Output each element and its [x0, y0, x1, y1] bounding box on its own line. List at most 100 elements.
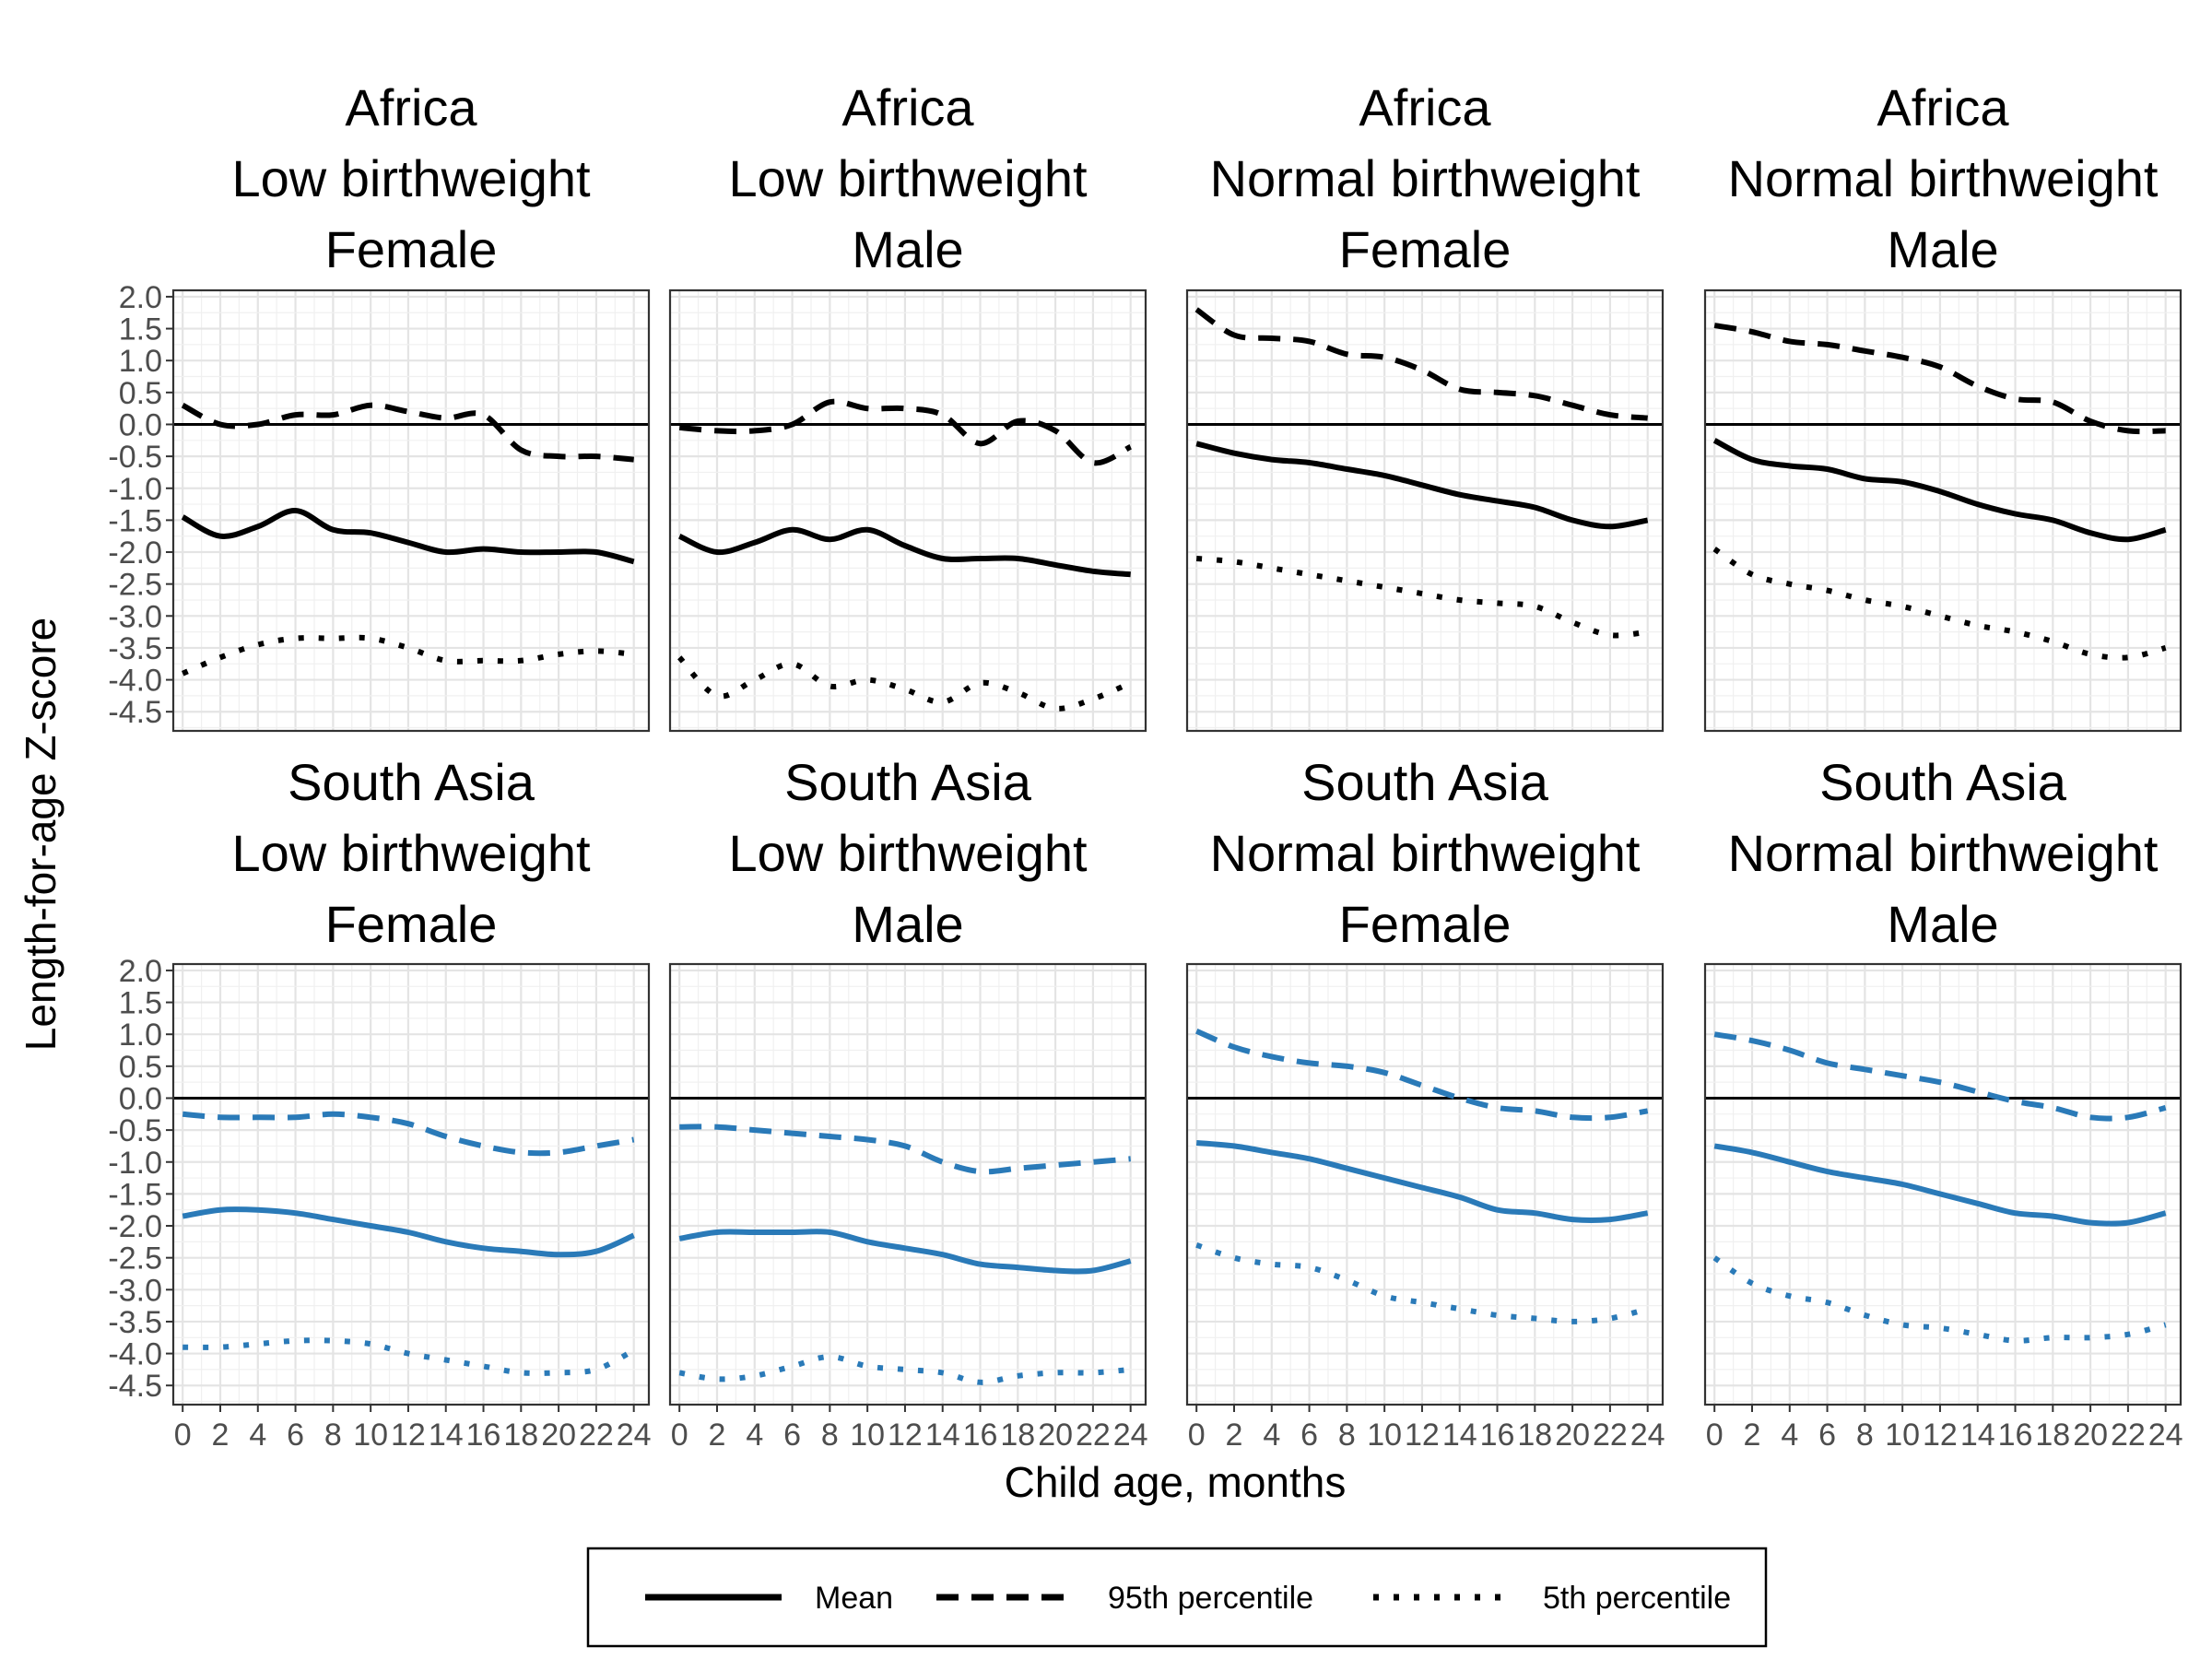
- panel-grid: [173, 964, 649, 1405]
- y-tick-label: -2.5: [108, 1241, 162, 1277]
- x-tick-label: 0: [1706, 1418, 1724, 1453]
- panel-title-line-3: Male: [1887, 895, 1998, 953]
- panel-border: [668, 962, 1147, 1406]
- y-tick-label: -1.0: [108, 472, 162, 507]
- mean-line: [678, 1229, 1132, 1275]
- y-tick-label: 0.0: [119, 1081, 162, 1116]
- y-tick-label: -3.0: [108, 1273, 162, 1308]
- y-tick-label: -3.5: [108, 631, 162, 666]
- panel-title-line-3: Male: [852, 895, 963, 953]
- panel-title-line-1: Africa: [1359, 78, 1491, 136]
- x-tick-label: 12: [391, 1418, 426, 1453]
- y-tick-label: 1.0: [119, 344, 162, 379]
- y-tick-label: -2.0: [108, 535, 162, 571]
- mean-line: [1195, 441, 1649, 530]
- x-axis-title: Child age, months: [1005, 1458, 1347, 1506]
- panel-title-line-2: Normal birthweight: [1210, 149, 1641, 207]
- p95-line: [181, 402, 634, 463]
- panel-4: Africa Normal birthweight Male: [1703, 78, 2183, 733]
- p5-line: [1712, 1255, 2167, 1344]
- x-tick-label: 20: [2073, 1418, 2108, 1453]
- x-tick-label: 16: [1480, 1418, 1515, 1453]
- panel-title-line-2: Low birthweight: [231, 149, 591, 207]
- y-tick-label: 2.0: [119, 280, 162, 315]
- y-tick-label: -3.0: [108, 599, 162, 634]
- x-tick-label: 6: [287, 1418, 304, 1453]
- x-tick-label: 8: [1856, 1418, 1874, 1453]
- x-tick-label: 4: [1781, 1418, 1798, 1453]
- panel-title-line-2: Low birthweight: [728, 824, 1088, 882]
- x-tick-label: 16: [1998, 1418, 2033, 1453]
- panel-title-line-3: Male: [852, 220, 963, 278]
- x-tick-label: 22: [2111, 1418, 2146, 1453]
- p95-line: [678, 398, 1133, 466]
- x-tick-label: 22: [1593, 1418, 1628, 1453]
- x-tick-label: 18: [1517, 1418, 1552, 1453]
- y-tick-label: -0.5: [108, 440, 162, 475]
- panel-title-line-1: Africa: [1877, 78, 2009, 136]
- x-tick-label: 0: [671, 1418, 688, 1453]
- panel-border: [1185, 962, 1665, 1406]
- panel-title-line-2: Normal birthweight: [1728, 149, 2159, 207]
- panel-2: Africa Low birthweight Male: [668, 78, 1147, 733]
- x-tick-label: 4: [1263, 1418, 1280, 1453]
- x-tick-label: 12: [1923, 1418, 1958, 1453]
- panel-border: [1185, 288, 1665, 733]
- y-tick-label: 2.0: [119, 954, 162, 989]
- y-tick-label: -4.0: [108, 1337, 162, 1372]
- panel-series: [1712, 1031, 2167, 1344]
- x-tick-label: 2: [709, 1418, 726, 1453]
- y-tick-label: -1.5: [108, 1177, 162, 1212]
- panel-3: Africa Normal birthweight Female: [1185, 78, 1665, 733]
- x-tick-label: 20: [1555, 1418, 1590, 1453]
- x-tick-label: 22: [1076, 1418, 1111, 1453]
- panel-grid: [670, 290, 1146, 731]
- x-tick-label: 2: [1744, 1418, 1761, 1453]
- x-tick-label: 20: [541, 1418, 576, 1453]
- mean-line: [1712, 438, 2167, 543]
- panel-title-line-2: Low birthweight: [728, 149, 1088, 207]
- panel-title-line-2: Normal birthweight: [1728, 824, 2159, 882]
- legend-box: [586, 1547, 1768, 1648]
- y-tick-label: -4.5: [108, 1369, 162, 1404]
- p5-line: [182, 1337, 636, 1377]
- p95-line: [679, 1124, 1131, 1175]
- x-tick-label: 8: [1338, 1418, 1356, 1453]
- panel-title-line-2: Normal birthweight: [1210, 824, 1641, 882]
- mean-line: [1713, 1143, 2167, 1227]
- y-tick-label: 1.5: [119, 986, 162, 1021]
- x-tick-label: 18: [1000, 1418, 1035, 1453]
- x-tick-label: 10: [850, 1418, 885, 1453]
- x-tick-label: 6: [783, 1418, 801, 1453]
- panel-grid: [1187, 964, 1663, 1405]
- x-tick-label: 8: [821, 1418, 839, 1453]
- panel-grid: [173, 290, 649, 731]
- panel-title-line-1: South Asia: [1301, 753, 1549, 811]
- panel-title-line-1: Africa: [345, 78, 477, 136]
- p95-line: [182, 1111, 635, 1157]
- x-tick-label: 16: [963, 1418, 998, 1453]
- mean-line: [182, 1206, 635, 1258]
- panel-border: [668, 288, 1147, 733]
- y-tick-label: 0.5: [119, 376, 162, 411]
- y-tick-label: 1.0: [119, 1018, 162, 1053]
- x-tick-label: 20: [1038, 1418, 1073, 1453]
- y-tick-label: -2.5: [108, 568, 162, 603]
- panel-series: [181, 402, 635, 677]
- panel-title-line-3: Female: [1339, 220, 1512, 278]
- legend-label: Mean: [815, 1581, 893, 1616]
- p95-line: [1713, 323, 2166, 435]
- x-tick-label: 4: [746, 1418, 763, 1453]
- x-tick-label: 24: [2148, 1418, 2183, 1453]
- p5-line: [1195, 556, 1649, 639]
- y-tick-label: -0.5: [108, 1113, 162, 1148]
- panel-title-line-1: South Asia: [1819, 753, 2067, 811]
- x-tick-label: 18: [2035, 1418, 2070, 1453]
- panel-title-line-1: Africa: [841, 78, 974, 136]
- x-tick-label: 24: [617, 1418, 652, 1453]
